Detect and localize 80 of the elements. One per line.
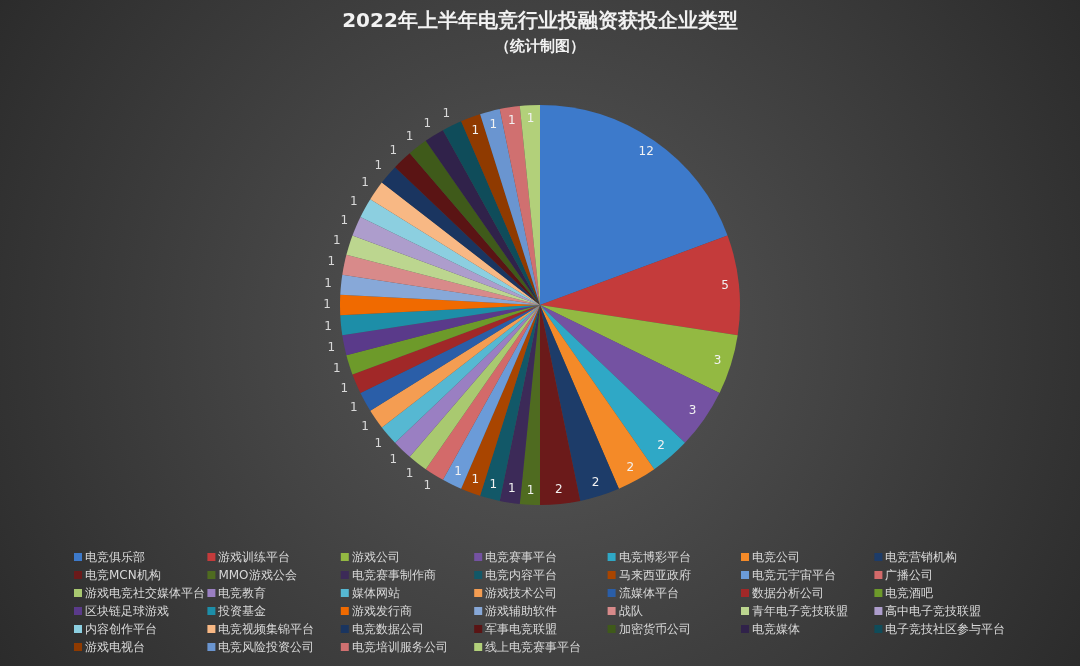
data-label: 1 — [389, 142, 398, 157]
legend-label: 电竞俱乐部 — [85, 550, 145, 565]
legend-label: 电竞公司 — [752, 550, 800, 565]
data-label: 1 — [327, 340, 336, 354]
legend-label: 广播公司 — [885, 568, 934, 583]
data-label: 1 — [374, 435, 383, 450]
data-label: 1 — [332, 360, 341, 375]
legend-label: 军事电竞联盟 — [485, 622, 558, 637]
data-label: 1 — [405, 465, 414, 480]
legend-label: 游戏技术公司 — [485, 586, 558, 601]
data-label: 1 — [489, 117, 498, 132]
data-label: 1 — [471, 471, 480, 486]
data-label: 2 — [591, 474, 600, 489]
legend-label: 游戏电视台 — [85, 640, 145, 655]
data-label: 1 — [423, 116, 432, 131]
legend-label: 高中电子竞技联盟 — [885, 604, 982, 619]
data-label: 1 — [374, 158, 383, 173]
data-label: 1 — [442, 105, 451, 120]
legend-label: 游戏电竞社交媒体平台 — [85, 586, 205, 601]
legend-label: 战队 — [618, 604, 643, 619]
chart-title: 2022年上半年电竞行业投融资获投企业类型 — [342, 8, 738, 33]
data-label: 1 — [361, 175, 369, 190]
chart-subtitle: （统计制图） — [495, 36, 585, 55]
data-label: 1 — [340, 381, 349, 396]
legend-label: 游戏辅助软件 — [485, 604, 558, 619]
legend-label: 电竞博彩平台 — [618, 550, 691, 565]
data-label: 1 — [526, 482, 535, 497]
data-label: 1 — [361, 418, 369, 433]
legend-label: 马来西亚政府 — [618, 568, 691, 583]
data-label: 1 — [332, 233, 341, 248]
legend-label: MMO游戏公会 — [218, 568, 297, 583]
data-label: 1 — [471, 122, 480, 137]
legend-label: 电竞赛事平台 — [485, 550, 558, 565]
legend-label: 流媒体平台 — [618, 586, 679, 601]
data-label: 1 — [454, 464, 462, 479]
data-label: 1 — [405, 128, 414, 143]
data-label: 1 — [324, 275, 332, 290]
data-label: 3 — [713, 352, 722, 367]
legend-label: 区块链足球游戏 — [85, 604, 169, 619]
legend-label: 电竞内容平台 — [485, 568, 558, 583]
legend-label: 电子竞技社区参与平台 — [885, 622, 1006, 637]
data-label: 3 — [688, 403, 697, 418]
legend-label: 电竞媒体 — [752, 622, 800, 637]
data-label: 1 — [389, 451, 398, 466]
legend-label: 青年电子竞技联盟 — [752, 604, 848, 619]
data-label: 1 — [526, 111, 535, 126]
legend-label: 电竞酒吧 — [885, 586, 934, 601]
data-label: 1 — [508, 480, 516, 495]
legend-label: 游戏训练平台 — [218, 550, 291, 565]
legend-label: 游戏发行商 — [351, 604, 412, 619]
legend-label: 电竞MCN机构 — [85, 568, 161, 583]
legend-label: 线上电竞赛事平台 — [485, 640, 582, 655]
legend-label: 电竞赛事制作商 — [351, 568, 436, 583]
legend-label: 投资基金 — [217, 604, 267, 619]
legend-label: 内容创作平台 — [85, 622, 157, 637]
data-label: 1 — [327, 254, 336, 269]
legend-label: 电竞视频集锦平台 — [218, 622, 315, 637]
legend-label: 电竞风险投资公司 — [218, 640, 315, 655]
data-label: 2 — [626, 459, 635, 474]
data-label: 12 — [638, 144, 654, 159]
data-label: 1 — [489, 477, 498, 492]
data-label: 1 — [323, 297, 331, 312]
legend-label: 加密货币公司 — [618, 622, 691, 637]
legend-label: 电竞数据公司 — [351, 622, 424, 637]
legend-label: 数据分析公司 — [752, 586, 824, 601]
legend-label: 电竞营销机构 — [885, 550, 958, 565]
legend-label: 电竞教育 — [218, 586, 267, 601]
legend-label: 电竞培训服务公司 — [351, 640, 448, 655]
data-label: 1 — [324, 318, 332, 333]
data-label: 1 — [423, 477, 432, 492]
data-label: 1 — [508, 113, 516, 128]
data-label: 2 — [657, 438, 665, 453]
data-label: 1 — [340, 213, 349, 228]
data-label: 2 — [555, 482, 563, 497]
data-label: 1 — [349, 400, 358, 415]
legend-label: 游戏公司 — [351, 550, 400, 565]
data-label: 5 — [721, 278, 729, 293]
legend-label: 电竞元宇宙平台 — [752, 568, 836, 583]
data-label: 1 — [349, 193, 358, 208]
legend-label: 媒体网站 — [351, 586, 400, 601]
